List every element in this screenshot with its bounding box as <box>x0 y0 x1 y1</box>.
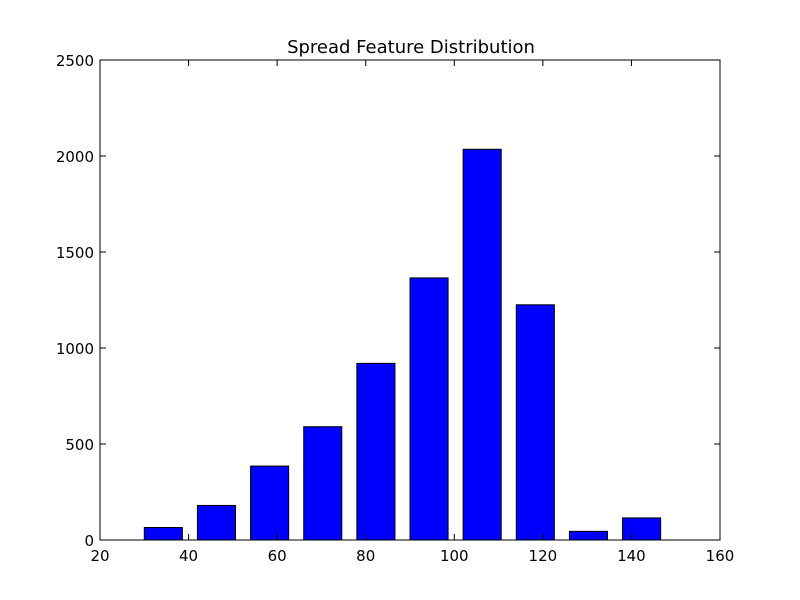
plot-frame <box>99 59 721 541</box>
x-tick-label-5: 120 <box>529 547 558 565</box>
x-tick-label-2: 60 <box>268 547 287 565</box>
y-tick-label-0: 0 <box>84 532 94 550</box>
bars-group <box>143 148 662 541</box>
bar-3 <box>303 426 343 541</box>
x-tick-label-0: 20 <box>90 547 109 565</box>
bar-2 <box>250 465 290 541</box>
x-tick-label-3: 80 <box>356 547 375 565</box>
y-tick-label-1: 500 <box>65 436 94 454</box>
axes-group: 20 40 60 80 100 120 140 160 0 500 1000 1500 2000 2500 <box>56 52 735 565</box>
bar-5 <box>409 277 449 541</box>
bar-6 <box>462 148 502 541</box>
bar-9 <box>622 517 662 541</box>
y-tick-label-4: 2000 <box>56 148 94 166</box>
y-tick-label-5: 2500 <box>56 52 94 70</box>
x-tick-label-7: 160 <box>706 547 735 565</box>
y-tick-label-2: 1000 <box>56 340 94 358</box>
bar-1 <box>196 504 237 541</box>
chart-title: Spread Feature Distribution <box>287 37 535 58</box>
bar-0 <box>143 527 183 541</box>
x-tick-label-6: 140 <box>617 547 646 565</box>
bar-7 <box>515 304 555 541</box>
x-tick-label-1: 40 <box>179 547 198 565</box>
bar-4 <box>356 362 396 541</box>
bar-8 <box>568 530 609 541</box>
x-tick-label-4: 100 <box>440 547 469 565</box>
y-tick-label-3: 1500 <box>56 244 94 262</box>
